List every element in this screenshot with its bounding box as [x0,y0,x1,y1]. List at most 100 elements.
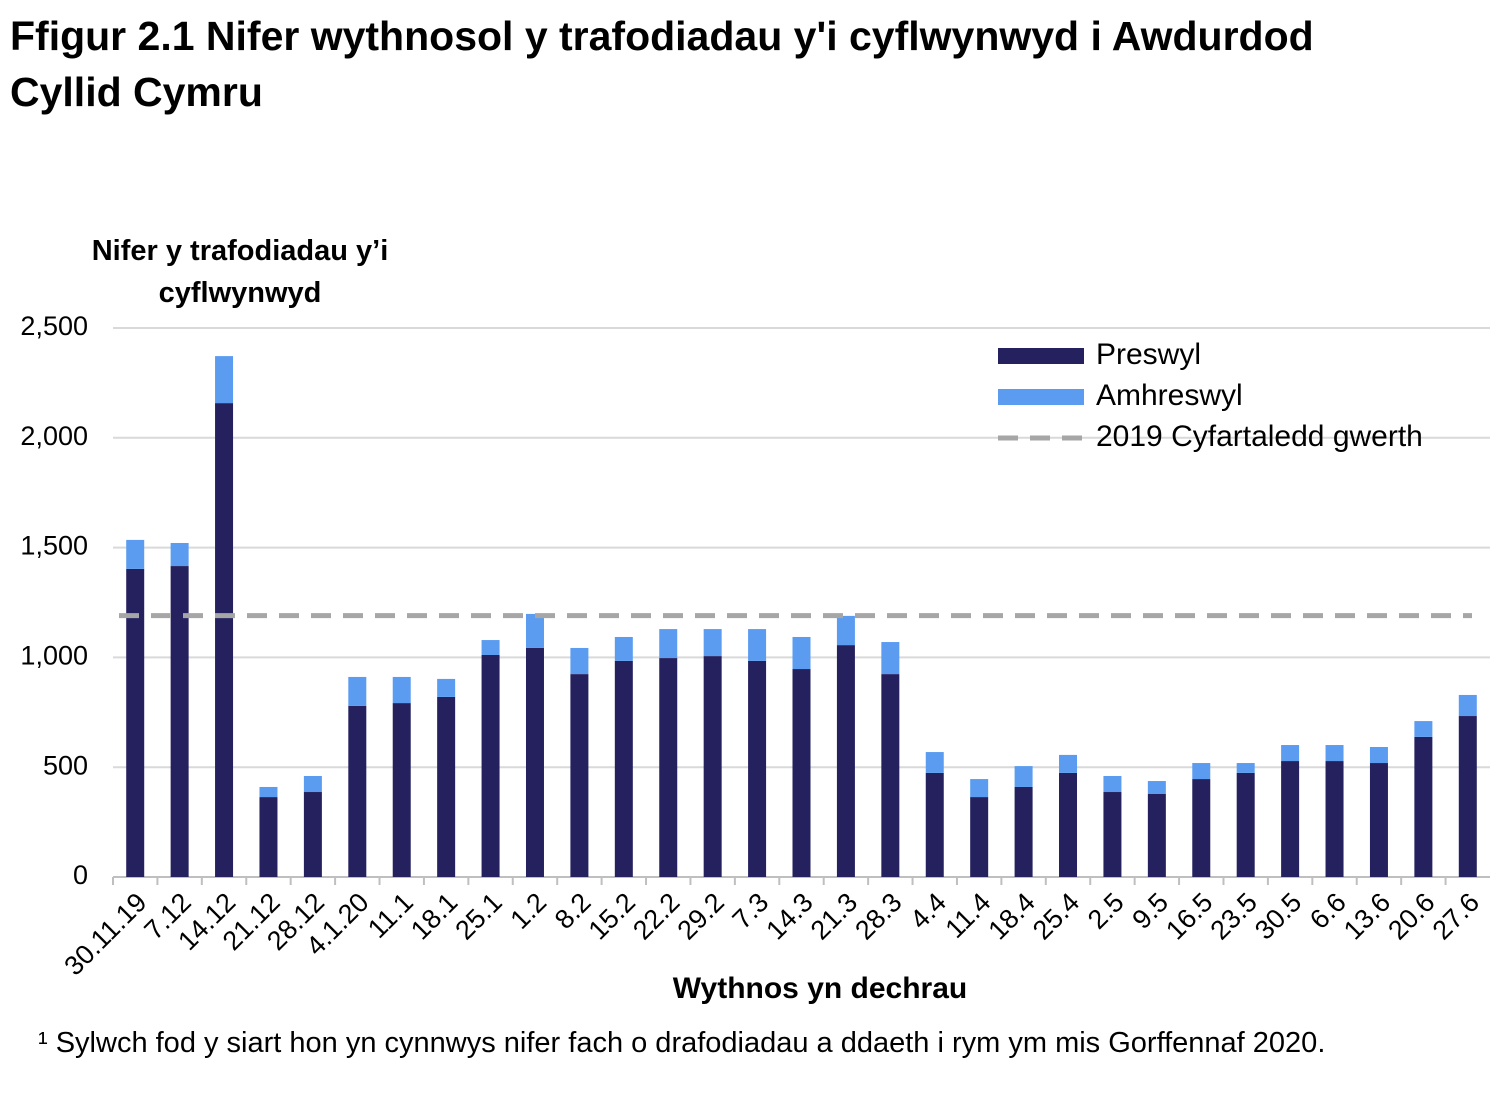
legend-label: Amhreswyl [1096,379,1243,412]
x-tick-label: 15.2 [583,887,641,945]
bar-segment [1236,763,1255,773]
bar-segment [1059,772,1078,877]
x-tick-label: 11.1 [362,887,419,944]
bar-segment [259,797,278,877]
bar-segment [748,629,767,661]
bar-segment [1014,786,1033,877]
bar-segment [481,654,500,877]
x-tick-label: 27.6 [1427,887,1485,945]
y-tick-label: 1,500 [20,531,88,561]
x-tick-label: 1.2 [505,887,553,935]
bar-segment [170,542,189,567]
bar-segment [792,669,811,877]
bar-segment [1414,736,1433,877]
bar-segment [525,613,544,648]
y-tick-label: 2,500 [20,311,88,341]
bar-segment [570,647,589,675]
y-tick-label: 2,000 [20,421,88,451]
bar-segment [1458,716,1477,877]
bar-segment [570,674,589,877]
x-tick-label: 14.3 [760,887,818,945]
x-tick-label: 22.2 [627,887,685,945]
bar-segment [170,566,189,877]
x-tick-label: 23.5 [1205,887,1263,945]
bar-segment [1414,721,1433,737]
bar-segment [126,539,145,569]
bar-segment [1103,792,1122,877]
bar-segment [1369,746,1388,764]
x-tick-label: 25.1 [449,887,507,945]
bar-segment [614,636,633,661]
bar-segment [1147,793,1166,877]
x-tick-label: 25.4 [1027,887,1085,945]
legend-label: 2019 Cyfartaledd gwerth [1096,420,1423,453]
bar-segment [437,696,456,877]
bar-segment [836,615,855,646]
bar-segment [437,678,456,697]
bar-segment [659,629,678,659]
bar-segment [481,640,500,655]
x-tick-label: 18.1 [405,887,463,945]
bar-segment [348,676,367,706]
x-tick-label: 21.3 [805,887,863,945]
bar-segment [1369,763,1388,877]
x-tick-label: 2.5 [1082,887,1130,935]
bar-segment [748,660,767,877]
bar-segment [392,703,411,877]
x-tick-label: 28.3 [849,887,907,945]
bar-segment [1014,766,1033,787]
bar-segment [614,660,633,877]
bar-segment [1192,779,1211,877]
x-tick-label: 30.11.19 [58,887,152,981]
bar-segment [792,636,811,670]
bar-segment [1281,761,1300,877]
bar-segment [348,705,367,877]
bar-segment [925,752,944,773]
bar-segment [970,797,989,877]
legend-label: Preswyl [1096,338,1201,371]
bar-segment [126,568,145,877]
legend-swatch [998,389,1084,405]
y-axis-title: Nifer y trafodiadau y’i cyflwynwyd [91,235,389,309]
chart-title: Ffigur 2.1 Nifer wythnosol y trafodiadau… [10,13,1314,115]
bar-segment [970,779,989,798]
footnote: ¹ Sylwch fod y siart hon yn cynnwys nife… [38,1027,1326,1059]
bar-segment [1458,694,1477,717]
x-tick-label: 29.2 [672,887,730,945]
bar-segment [1059,754,1078,773]
bar-segment [525,647,544,877]
x-tick-label: 13.6 [1338,887,1396,945]
bar-segment [215,403,234,877]
bar-segment [215,356,234,404]
legend-swatch [998,348,1084,364]
x-tick-label: 16.5 [1160,887,1218,945]
bar-segment [703,656,722,877]
bar-segment [836,645,855,877]
bar-segment [881,674,900,877]
y-tick-label: 0 [73,860,88,890]
bar-segment [392,676,411,704]
bar-segment [881,642,900,675]
bar-segment [259,786,278,798]
x-axis-title: Wythnos yn dechrau [673,972,968,1005]
bar-segment [303,792,322,877]
bar-segment [1192,763,1211,780]
y-tick-label: 500 [43,750,88,780]
bar-segment [925,772,944,877]
bar-segment [303,775,322,793]
bar-segment [1236,772,1255,877]
x-tick-label: 18.4 [982,887,1040,945]
x-tick-label: 20.6 [1382,887,1440,945]
x-tick-label: 30.5 [1249,887,1307,945]
bar-segment [1281,745,1300,762]
y-tick-label: 1,000 [20,641,88,671]
bar-segment [1325,761,1344,877]
x-tick-label: 11.4 [940,887,997,944]
bar-segment [1147,781,1166,794]
bar-segment [1325,745,1344,762]
bar-segment [659,658,678,877]
bar-segment [703,629,722,657]
bar-segment [1103,775,1122,793]
